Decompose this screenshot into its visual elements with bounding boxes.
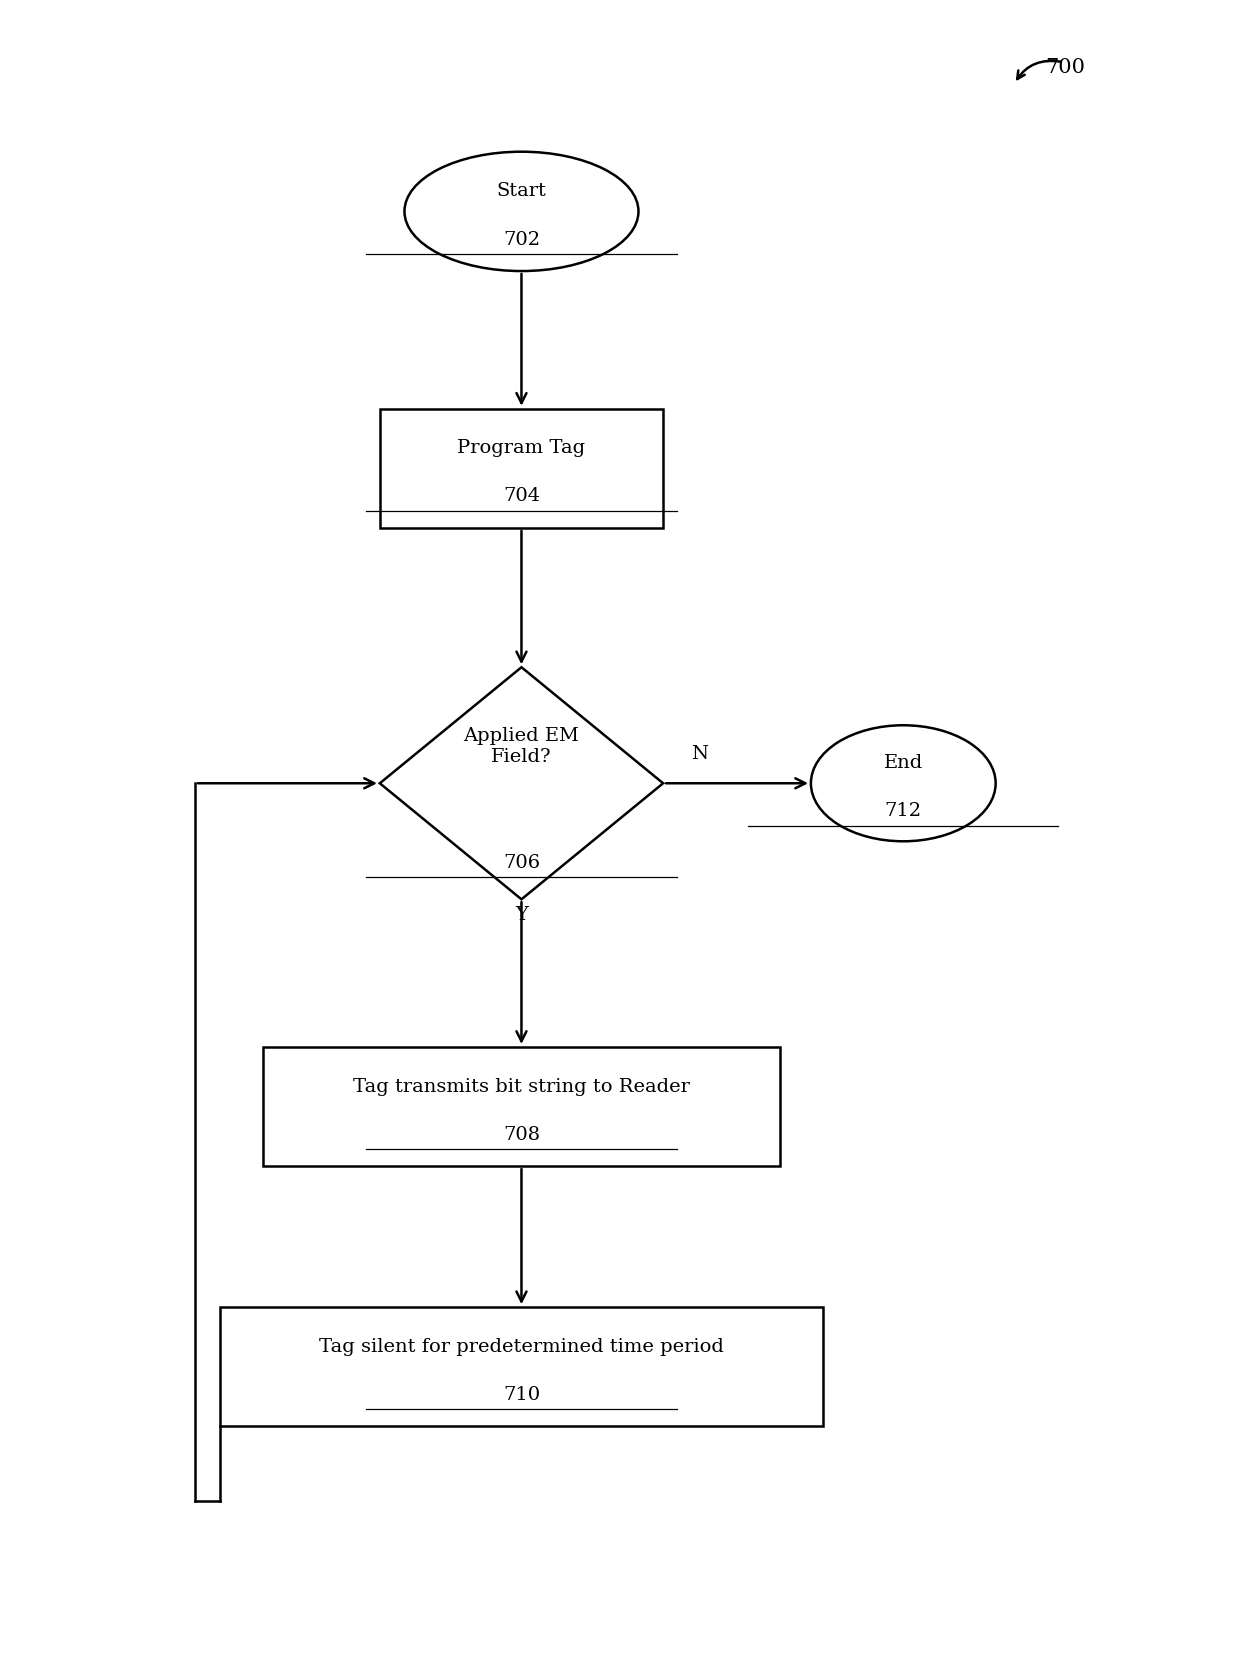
Text: Tag silent for predetermined time period: Tag silent for predetermined time period: [319, 1338, 724, 1356]
Text: 712: 712: [884, 803, 921, 820]
Text: Y: Y: [515, 906, 528, 925]
FancyBboxPatch shape: [219, 1308, 823, 1426]
Ellipse shape: [404, 152, 639, 272]
Ellipse shape: [811, 725, 996, 841]
Text: Start: Start: [496, 183, 547, 200]
FancyBboxPatch shape: [379, 408, 663, 528]
Text: Applied EM
Field?: Applied EM Field?: [464, 728, 579, 766]
Text: End: End: [884, 755, 923, 773]
Text: 700: 700: [1045, 58, 1085, 77]
Text: 708: 708: [503, 1126, 541, 1143]
Text: 702: 702: [503, 230, 541, 248]
Text: 706: 706: [503, 855, 541, 871]
Text: 710: 710: [503, 1386, 541, 1404]
FancyBboxPatch shape: [263, 1046, 780, 1166]
Text: 704: 704: [503, 488, 541, 505]
Text: Program Tag: Program Tag: [458, 440, 585, 458]
Text: Tag transmits bit string to Reader: Tag transmits bit string to Reader: [353, 1078, 689, 1096]
Text: N: N: [692, 745, 708, 763]
Polygon shape: [379, 668, 663, 900]
